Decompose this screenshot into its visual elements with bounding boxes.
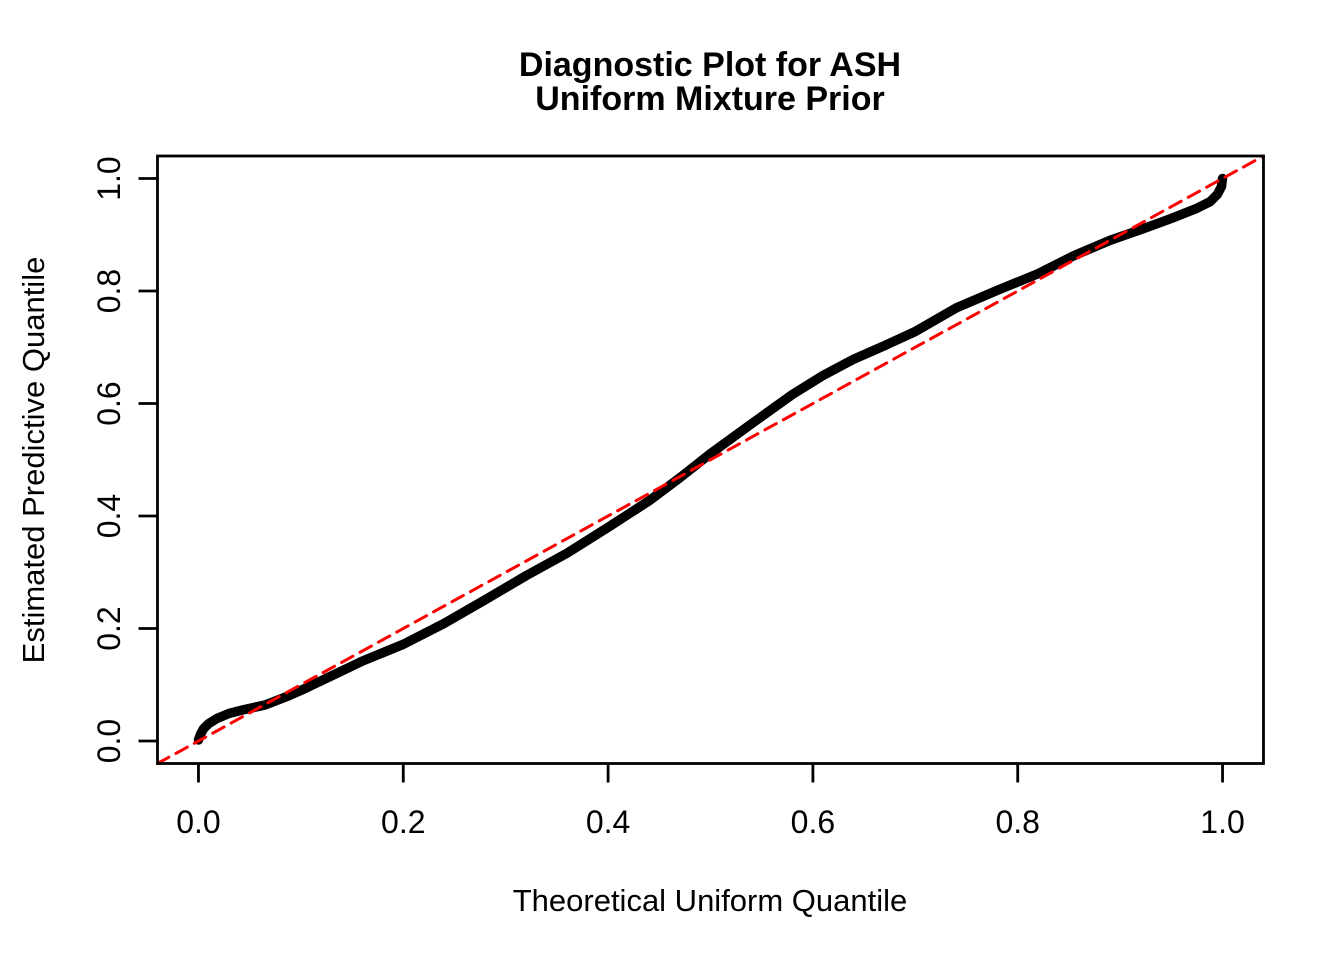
y-axis-tick-label: 0.8 [91, 269, 127, 313]
y-axis-tick-label: 0.2 [91, 606, 127, 650]
identity-reference-line [156, 154, 1265, 765]
x-axis-tick-label: 0.2 [381, 804, 425, 840]
y-axis-tick-label: 0.6 [91, 381, 127, 425]
plot-border [156, 154, 1265, 765]
x-axis-tick-label: 0.0 [176, 804, 220, 840]
x-axis-label: Theoretical Uniform Quantile [513, 883, 908, 918]
y-axis-tick-label: 1.0 [91, 156, 127, 200]
x-axis-tick-label: 1.0 [1200, 804, 1244, 840]
chart-layer: 0.0 0.2 0.4 0.6 0.8 1.0 0.0 0.2 0.4 0.6 0.8 1.0 [91, 154, 1265, 840]
y-axis-tick-label: 0.0 [91, 719, 127, 763]
y-axis-label: Estimated Predictive Quantile [16, 257, 51, 664]
plot-title-line1: Diagnostic Plot for ASH [519, 46, 901, 84]
y-axis-tick-label: 0.4 [91, 494, 127, 538]
x-axis-tick-label: 0.8 [995, 804, 1039, 840]
x-axis-tick-label: 0.4 [586, 804, 630, 840]
plot-titles: Diagnostic Plot for ASH Uniform Mixture … [519, 46, 901, 118]
x-axis-tick-label: 0.6 [791, 804, 835, 840]
plot-title-line2: Uniform Mixture Prior [535, 80, 884, 118]
